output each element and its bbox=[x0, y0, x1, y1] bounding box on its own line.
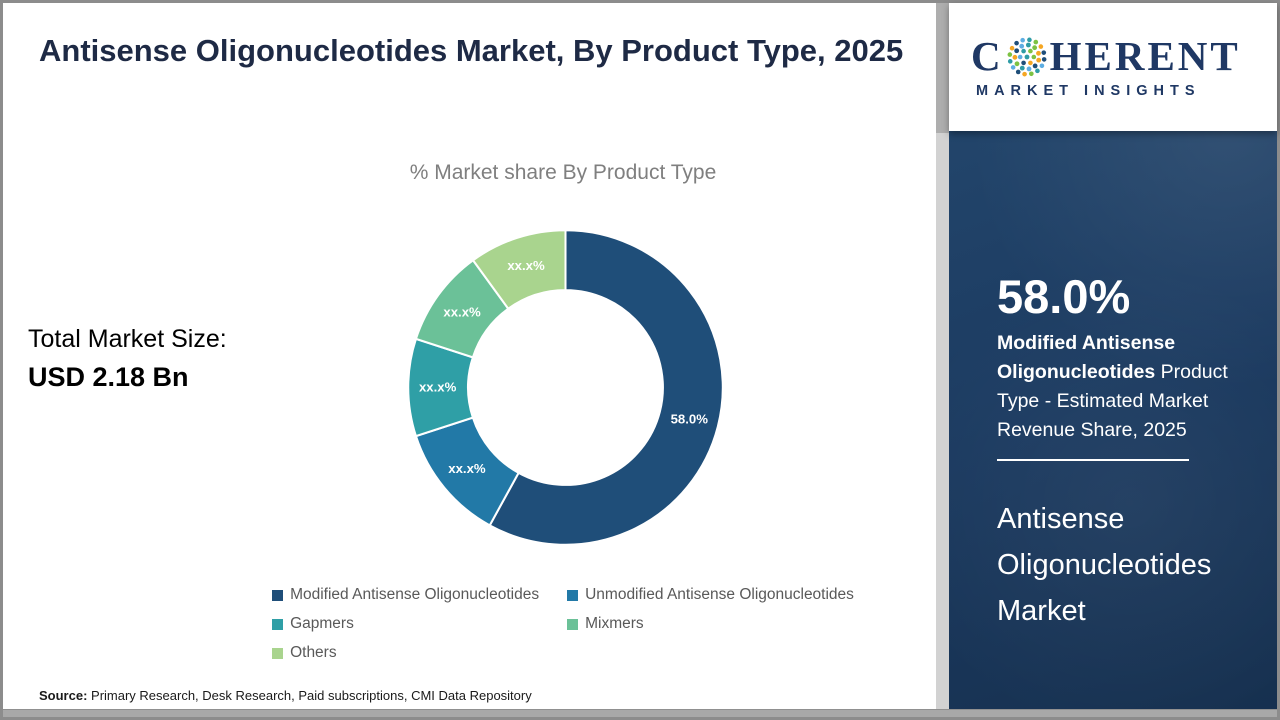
legend-label: Gapmers bbox=[290, 615, 354, 632]
stat-value: 58.0% bbox=[997, 270, 1131, 323]
legend-swatch bbox=[272, 618, 284, 630]
globe-dots-icon bbox=[1007, 37, 1047, 76]
slice-label-2: xx.x% bbox=[419, 380, 457, 395]
page-title: Antisense Oligonucleotides Market, By Pr… bbox=[39, 33, 904, 68]
donut-slice-0[interactable] bbox=[488, 229, 724, 546]
slice-label-0: 58.0% bbox=[671, 411, 709, 426]
logo-letters-rest: HERENT bbox=[1049, 33, 1241, 79]
legend-swatch bbox=[272, 589, 284, 601]
legend-item[interactable]: Others bbox=[272, 644, 539, 662]
chart-legend: Modified Antisense Oligonucleotides Unmod… bbox=[153, 586, 973, 662]
legend-label: Others bbox=[290, 644, 337, 661]
market-name: Antisense Oligonucleotides Market bbox=[997, 503, 1212, 627]
source-text: Primary Research, Desk Research, Paid su… bbox=[87, 688, 532, 703]
stat-description-rest: Product Type - Estimated Market Revenue … bbox=[997, 360, 1228, 441]
scrollbar[interactable] bbox=[936, 3, 949, 717]
brand-wordmark: C HERENT bbox=[971, 36, 1277, 78]
source-note: Source: Primary Research, Desk Research,… bbox=[39, 688, 532, 703]
legend-item[interactable]: Modified Antisense Oligonucleotides bbox=[272, 586, 539, 604]
legend-swatch bbox=[567, 618, 579, 630]
scrollbar-thumb[interactable] bbox=[936, 3, 949, 133]
legend-swatch bbox=[272, 647, 284, 659]
bottom-bar bbox=[3, 709, 1277, 717]
chart-subtitle: % Market share By Product Type bbox=[409, 161, 717, 184]
source-label: Source: bbox=[39, 688, 88, 703]
legend-label: Modified Antisense Oligonucleotides bbox=[290, 586, 540, 603]
slice-label-3: xx.x% bbox=[443, 304, 481, 319]
legend-item[interactable]: Unmodified Antisense Oligonucleotides bbox=[567, 586, 854, 604]
slice-label-1: xx.x% bbox=[448, 461, 486, 476]
stat-description-bold: Modified Antisense Oligonucleotides bbox=[997, 332, 1176, 383]
legend-swatch bbox=[567, 589, 579, 601]
brand-logo: C HERENT MARKET INSIGHTS bbox=[949, 3, 1277, 131]
legend-item[interactable]: Gapmers bbox=[272, 615, 539, 633]
total-market-block: Total Market Size: USD 2.18 Bn bbox=[28, 325, 227, 393]
donut-chart: 58.0% xx.x% xx.x% xx.x% xx.x% bbox=[407, 229, 724, 546]
logo-letter-c: C bbox=[971, 33, 1004, 79]
donut-slice-4[interactable] bbox=[471, 229, 567, 311]
logo-tagline: MARKET INSIGHTS bbox=[976, 82, 1201, 99]
legend-item[interactable]: Mixmers bbox=[567, 615, 854, 633]
slice-label-4: xx.x% bbox=[507, 258, 545, 273]
stat-description: Modified Antisense Oligonucleotides Prod… bbox=[997, 329, 1255, 444]
sidebar-panel: C HERENT MARKET INSIGHTS 58.0% Modified … bbox=[949, 3, 1277, 717]
legend-label: Unmodified Antisense Oligonucleotides bbox=[585, 586, 854, 603]
main-panel: Antisense Oligonucleotides Market, By Pr… bbox=[3, 3, 936, 717]
total-market-label: Total Market Size: bbox=[28, 325, 227, 353]
divider-line bbox=[997, 459, 1189, 461]
legend-label: Mixmers bbox=[585, 615, 644, 632]
total-market-value: USD 2.18 Bn bbox=[28, 362, 189, 392]
